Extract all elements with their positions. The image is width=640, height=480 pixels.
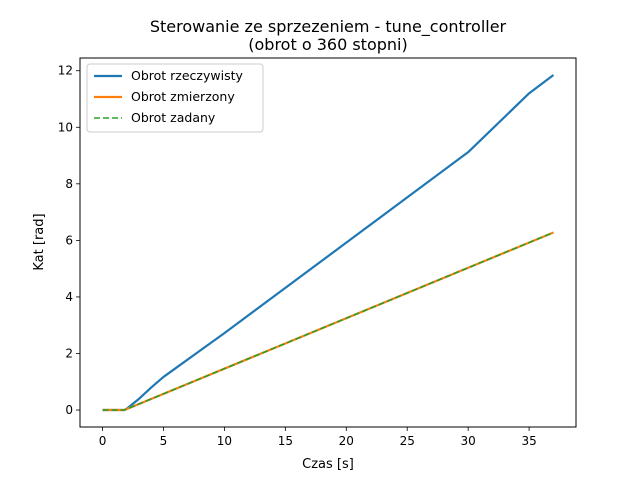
x-tick-label: 20 bbox=[339, 434, 354, 448]
legend-box bbox=[86, 63, 264, 133]
series-line-3 bbox=[102, 231, 554, 411]
series-line-1 bbox=[102, 74, 555, 412]
x-tick-label: 35 bbox=[521, 434, 536, 448]
y-axis-label: Kat [rad] bbox=[32, 213, 47, 270]
y-tick-label: 10 bbox=[58, 120, 73, 134]
x-tick-label: 15 bbox=[278, 434, 293, 448]
legend-label: Obrot zmierzony bbox=[131, 89, 235, 104]
x-axis-label: Czas [s] bbox=[302, 457, 354, 472]
x-tick-label: 25 bbox=[400, 434, 415, 448]
x-tick-label: 0 bbox=[99, 434, 107, 448]
y-tick-label: 0 bbox=[65, 403, 73, 417]
series-layer bbox=[102, 74, 555, 412]
chart-subtitle: (obrot o 360 stopni) bbox=[248, 35, 407, 54]
x-tick-label: 5 bbox=[160, 434, 168, 448]
y-tick-label: 8 bbox=[65, 177, 73, 191]
legend-label: Obrot rzeczywisty bbox=[131, 68, 243, 83]
tick-layer: 0 5 10 15 20 25 30 35 0 2 4 6 8 10 12 bbox=[58, 64, 537, 448]
chart-title: Sterowanie ze sprzezeniem - tune_control… bbox=[150, 17, 507, 37]
y-tick-label: 2 bbox=[65, 346, 73, 360]
x-tick-label: 30 bbox=[461, 434, 476, 448]
y-tick-label: 4 bbox=[65, 290, 73, 304]
legend-label: Obrot zadany bbox=[131, 110, 216, 125]
series-line-2 bbox=[102, 231, 554, 412]
y-tick-label: 12 bbox=[58, 64, 73, 78]
y-tick-label: 6 bbox=[65, 233, 73, 247]
x-tick-label: 10 bbox=[217, 434, 232, 448]
plot-frame bbox=[79, 57, 577, 428]
legend: Obrot rzeczywisty Obrot zmierzony Obrot za… bbox=[86, 63, 264, 133]
